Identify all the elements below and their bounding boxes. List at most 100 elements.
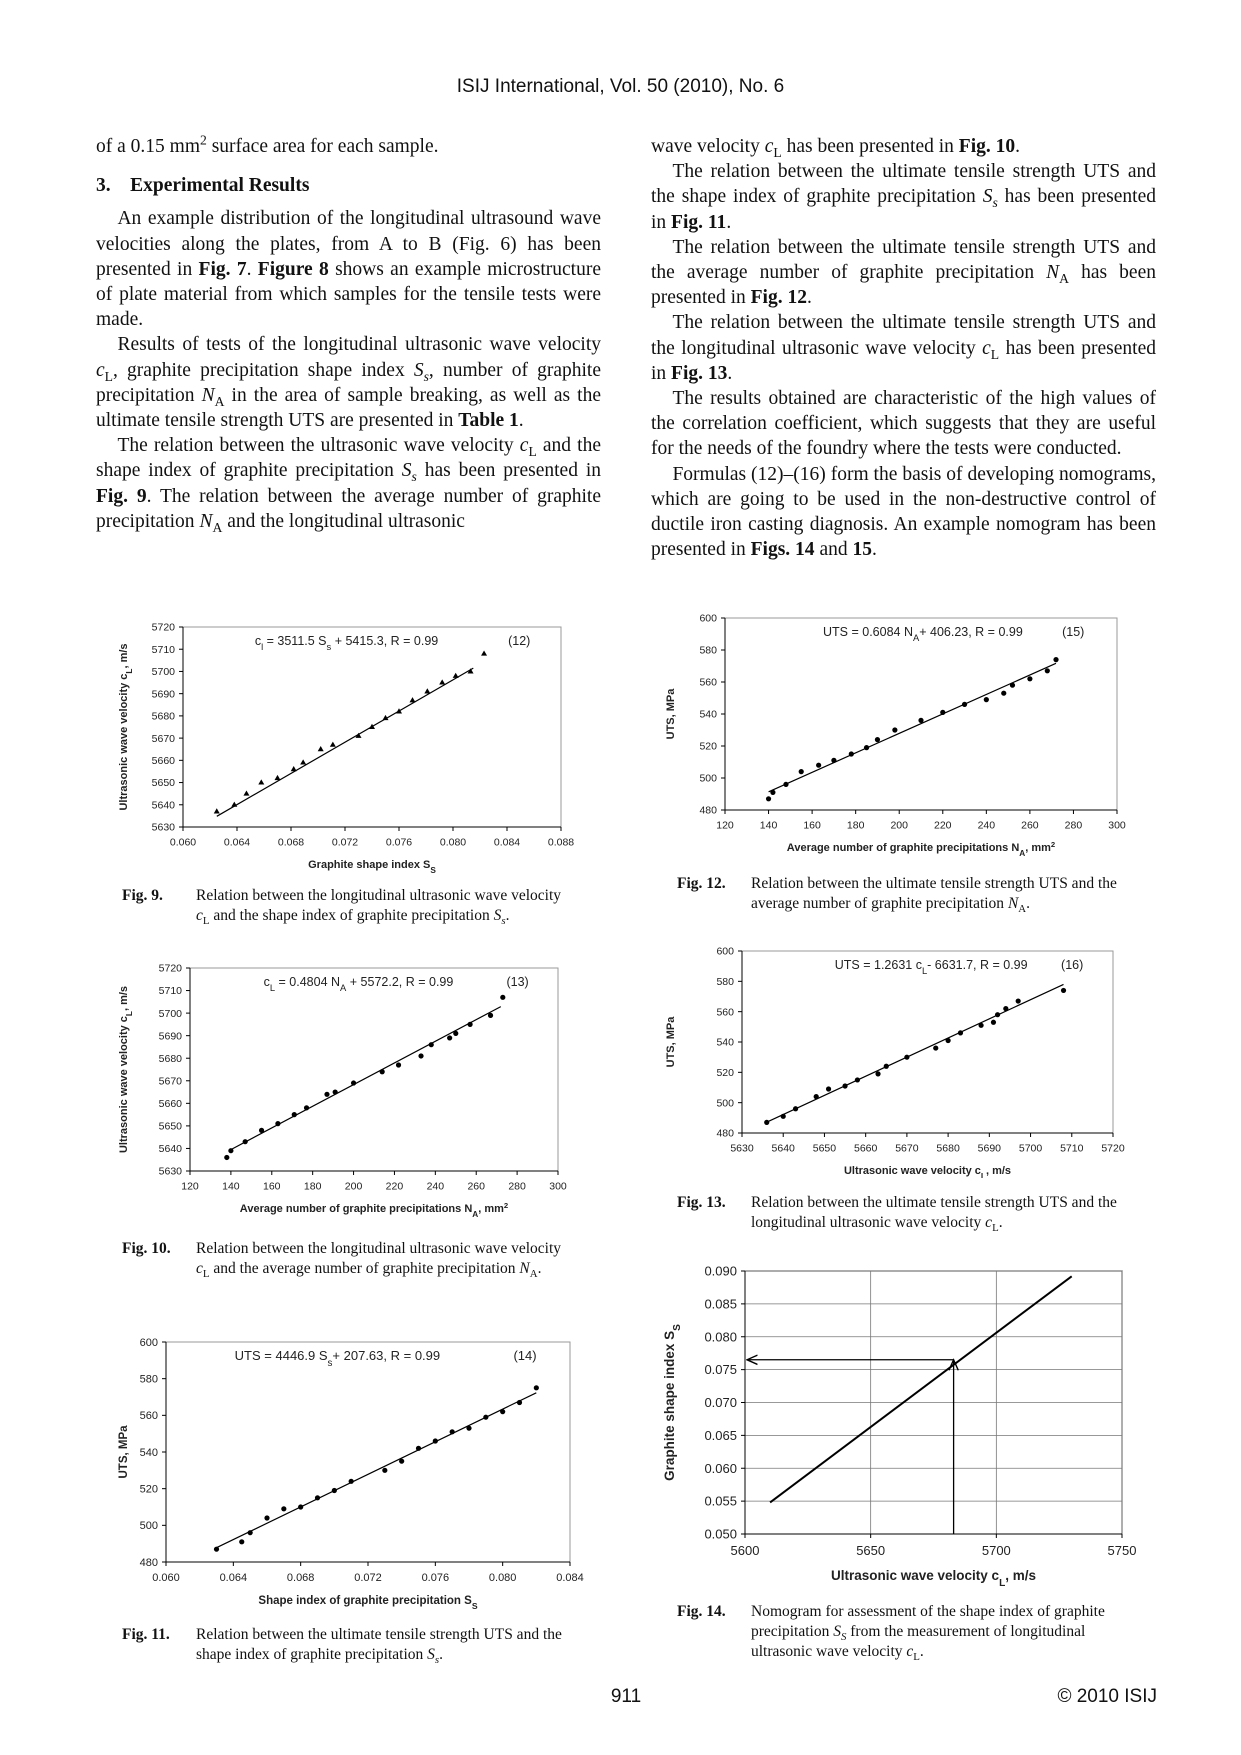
text-run: An example distribution of the longitudi… <box>96 208 601 280</box>
text-run: UTS = 0.6084 N <box>823 625 913 639</box>
paragraph: The relation between the ultimate tensil… <box>651 235 1156 311</box>
text-run: and the longitudinal ultrasonic <box>222 510 465 532</box>
x-tick-label: 0.088 <box>548 837 574 849</box>
text-run: Graphite shape index S <box>662 1331 677 1481</box>
y-tick-label: 0.065 <box>704 1428 737 1443</box>
text-run: = 0.4804 N <box>275 975 340 989</box>
y-axis-title: UTS, MPa <box>118 1425 130 1479</box>
data-point <box>1044 668 1050 674</box>
caption-label: Fig. 11. <box>122 1626 170 1643</box>
figure-caption: Fig. 10. Relation between the longitudina… <box>122 1239 577 1281</box>
text-run: Fig. 10 <box>958 136 1016 157</box>
data-point <box>816 762 822 768</box>
text-run: A <box>529 1268 538 1281</box>
data-point <box>258 779 265 785</box>
y-tick-label: 480 <box>716 1128 734 1140</box>
data-point <box>399 1458 405 1464</box>
x-tick-label: 0.068 <box>287 1572 315 1584</box>
y-tick-label: 520 <box>140 1484 158 1496</box>
x-axis-title: Shape index of graphite precipitation SS <box>258 1595 477 1611</box>
running-header: ISIJ International, Vol. 50 (2010), No. … <box>456 76 785 97</box>
text-run: Fig. 9 <box>96 485 147 507</box>
x-tick-label: 0.060 <box>170 837 196 849</box>
chart: 480 500 520 540 560 580 600 0.060 0.064 0.068 0.07… <box>118 1337 584 1611</box>
text-run: Relation between the ultimate tensile st… <box>751 1194 1117 1231</box>
y-tick-label: 5640 <box>159 1143 183 1155</box>
text-run: . <box>1015 136 1020 157</box>
chart: 480 500 520 540 560 580 600 120 140 160 180 200 220 2… <box>665 613 1126 858</box>
text-run: The relation between the ultimate tensil… <box>651 236 1156 284</box>
y-tick-label: 5710 <box>152 644 176 656</box>
formula-number: (13) <box>506 975 528 989</box>
x-tick-label: 5720 <box>1101 1143 1125 1155</box>
text-run: 15 <box>852 539 872 561</box>
y-tick-label: 0.060 <box>704 1461 737 1476</box>
text-run: S <box>840 1631 847 1644</box>
data-point <box>290 766 297 772</box>
y-tick-label: 0.075 <box>704 1362 737 1377</box>
left-column: of a 0.15 mm2 surface area for each samp… <box>96 133 601 535</box>
text-run: . <box>727 362 733 384</box>
paragraph: Results of tests of the longitudinal ult… <box>96 332 601 433</box>
data-point <box>1027 676 1033 682</box>
trendline <box>768 662 1057 793</box>
text-run: S <box>401 460 412 482</box>
data-point <box>481 650 488 656</box>
x-tick-label: 0.072 <box>332 837 358 849</box>
text-run: , m/s <box>118 643 130 668</box>
text-run: A <box>212 519 223 535</box>
x-tick-label: 0.076 <box>386 837 412 849</box>
data-point <box>798 769 804 775</box>
data-point <box>382 1467 388 1473</box>
data-point <box>453 1030 459 1037</box>
text-run: Ultrasonic wave velocity c <box>831 1568 1000 1583</box>
data-point <box>382 714 389 721</box>
text-run: Table 1 <box>458 410 519 432</box>
text-run: . <box>1026 895 1030 912</box>
text-run: . <box>806 287 812 309</box>
text-run: c <box>519 435 529 457</box>
data-point <box>533 1385 539 1391</box>
text-run: Results of tests of the longitudinal ult… <box>117 334 601 356</box>
caption-label: Fig. 10. <box>122 1240 171 1257</box>
text-run: c <box>906 1643 914 1660</box>
text-run: L <box>981 1172 986 1179</box>
y-tick-label: 600 <box>699 613 717 625</box>
equation: UTS = 1.2631 cL- 6631.7, R = 0.99 <box>835 958 1028 976</box>
text-run: shows an example microstructure of plate… <box>96 258 601 331</box>
text-run: s <box>423 368 429 384</box>
text-run: Relation between the ultimate tensile st… <box>196 1626 562 1663</box>
paragraph: wave velocity cL has been presented in F… <box>651 134 1156 159</box>
data-point <box>467 668 474 674</box>
x-tick-label: 5700 <box>982 1543 1011 1558</box>
x-tick-label: 180 <box>304 1181 322 1193</box>
caption-label: Fig. 9. <box>122 887 163 904</box>
text-run: A <box>1059 270 1070 286</box>
data-point <box>409 697 416 703</box>
caption-label: Fig. 12. <box>677 875 726 892</box>
text-run: L <box>773 144 782 160</box>
text-run: A <box>472 1210 478 1219</box>
y-tick-label: 5660 <box>152 755 176 767</box>
chart: 0.050 0.055 0.060 0.065 0.070 0.075 0.080 0.085… <box>662 1264 1136 1588</box>
trendline <box>230 1006 502 1151</box>
x-tick-label: 0.084 <box>494 837 520 849</box>
data-point <box>933 1045 939 1051</box>
text-run: . <box>518 410 524 432</box>
text-run: . <box>505 907 510 924</box>
data-point <box>466 1425 472 1431</box>
chart: 5630 5640 5650 5660 5670 5680 5690 5700 5710 5720… <box>118 963 567 1219</box>
text-run: S <box>833 1623 841 1640</box>
text-run: UTS, MPa <box>665 1016 677 1068</box>
y-tick-label: 5660 <box>159 1098 183 1110</box>
text-run: The relation between the ultrasonic wave… <box>117 435 520 457</box>
text-run: 2 <box>1051 840 1055 849</box>
text-run: . <box>919 1643 924 1660</box>
caption-text: Relation between the ultimate tensile st… <box>751 1193 1132 1234</box>
text-run: , number of graphite precipitation <box>96 359 601 406</box>
y-tick-label: 600 <box>716 946 734 958</box>
data-point <box>1053 657 1059 663</box>
text-run: c <box>255 634 261 648</box>
x-tick-label: 140 <box>222 1181 240 1193</box>
